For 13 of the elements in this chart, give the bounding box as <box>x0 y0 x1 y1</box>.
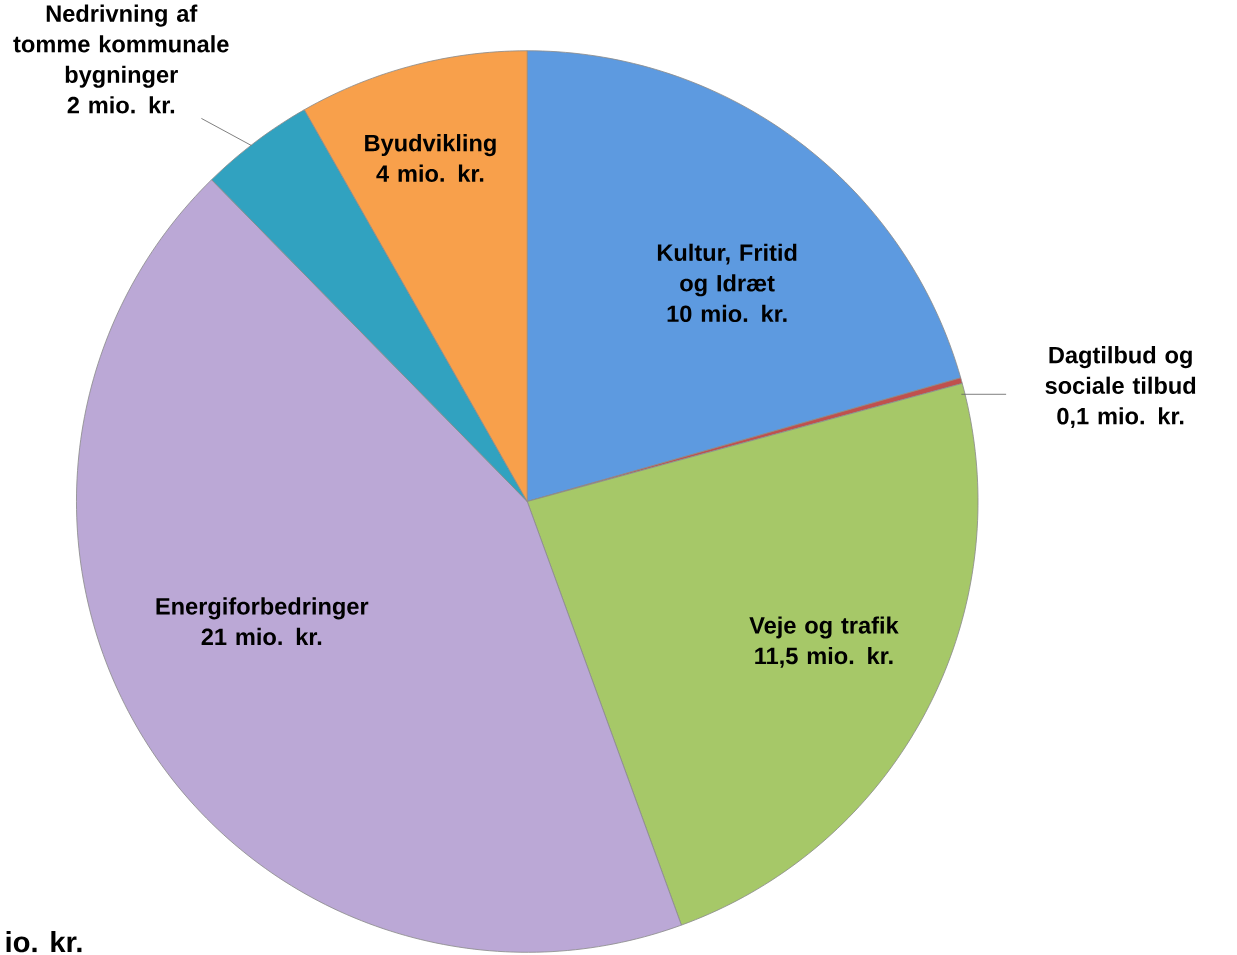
data-label: 21 mio. kr. <box>201 627 322 646</box>
text: io. kr. <box>6 930 82 953</box>
data-label: 11,5 mio. kr. <box>755 646 893 668</box>
slice-label: Nedrivning af tomme kommunale bygninger <box>13 4 229 88</box>
data-label: 10 mio. kr. <box>667 304 787 323</box>
data-label: 2 mio. kr. <box>67 96 175 114</box>
data-label: 0,1 mio. kr. <box>1057 407 1184 428</box>
slice-label: Veje og trafik <box>749 616 899 639</box>
data-label: 4 mio. kr. <box>376 164 484 182</box>
slice-label: Kultur, Fritid og Idræt <box>657 243 797 297</box>
slice-label: Energiforbedringer <box>156 597 369 620</box>
slice-label: Dagtilbud og sociale tilbud <box>1045 346 1196 394</box>
slice-label: Byudvikling <box>365 133 496 157</box>
